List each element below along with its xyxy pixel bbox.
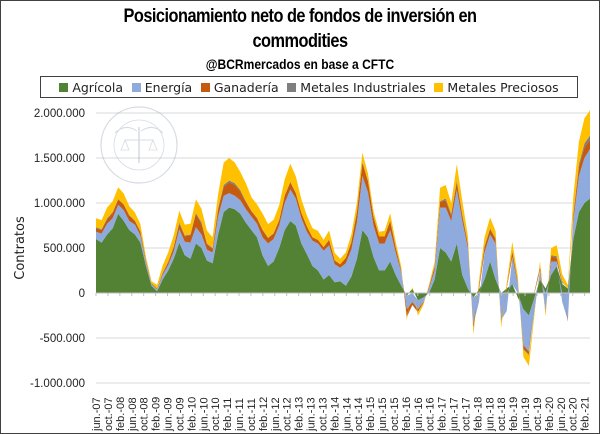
x-tick-label: jun.-08 [127,397,139,432]
x-axis: jun.-07 oct.-07 feb.-08 jun.-08 oct.-08 feb.-… [91,292,592,432]
legend-item-agricola: Agrícola [59,80,123,95]
x-tick-label: jun.-13 [306,397,318,432]
gridlines [96,112,590,384]
x-tick-label: jun.-17 [449,397,461,432]
x-tick-label: jun.-18 [484,397,496,432]
x-tick-label: oct.-10 [210,397,222,431]
x-tick-label: oct.-18 [496,397,508,431]
y-tick-label: 0 [79,288,85,300]
x-tick-label: jun.-14 [341,397,353,432]
x-tick-label: jun.-11 [234,398,246,432]
chart-legend: Agrícola Energía Ganadería Metales Industri… [40,76,578,98]
x-tick-label: feb.-13 [294,397,306,431]
x-tick-label: feb.-18 [472,397,484,431]
legend-item-metales-industriales: Metales Industriales [287,80,426,95]
legend-item-energia: Energía [131,79,193,95]
legend-item-metales-preciosos: Metales Preciosos [434,79,559,95]
legend-swatch [287,82,297,92]
x-tick-label: jun.-16 [413,397,425,432]
area-metales-preciosos [96,110,590,366]
y-tick-label: -1.000.000 [30,378,85,390]
area-agricola [96,198,590,316]
area-metales-industriales [96,135,590,356]
x-tick-label: oct.-08 [139,397,151,431]
legend-label: Energía [144,79,193,95]
legend-swatch [200,82,210,92]
x-tick-label: oct.-12 [282,397,294,431]
x-tick-label: oct.-16 [425,397,437,431]
x-tick-label: jun.-07 [91,397,103,432]
x-tick-label: oct.-13 [317,397,329,431]
x-tick-label: jun.-15 [377,397,389,432]
x-tick-label: oct.-09 [174,397,186,431]
x-tick-label: feb.-11 [222,398,234,431]
x-tick-label: oct.-14 [353,397,365,431]
watermark-logo [100,106,178,184]
x-tick-label: jun.-12 [270,397,282,432]
legend-label: Ganadería [213,79,279,95]
legend-label: Metales Preciosos [447,79,559,95]
y-axis-label: Contratos [13,216,28,280]
watermark-ring-outer [100,106,178,184]
watermark-wings-icon [114,127,164,134]
x-tick-label: oct.-11 [246,398,258,431]
y-tick-label: 1.500.000 [34,153,85,165]
x-tick-label: feb.-19 [508,397,520,431]
x-tick-label: oct.-20 [568,397,580,431]
x-tick-label: oct.-15 [389,397,401,431]
area-energia [96,149,590,352]
x-tick-label: jun.-09 [163,397,175,432]
x-tick-label: jun.-19 [520,397,532,432]
chart-subtitle: @BCRmercados en base a CFTC [205,56,395,72]
legend-label: Metales Industriales [300,79,426,95]
legend-swatch [59,82,69,92]
x-tick-label: oct.-17 [460,397,472,431]
watermark-ring-inner [113,119,165,171]
x-tick-label: feb.-16 [401,397,413,431]
legend-swatch [434,82,444,92]
watermark-scales-icon [120,138,158,151]
legend-label: Agrícola [72,79,124,95]
x-tick-label: oct.-19 [532,397,544,431]
x-tick-label: feb.-21 [580,397,592,431]
x-tick-label: oct.-07 [103,397,115,431]
legend-swatch [131,82,141,92]
y-tick-label: 1.000.000 [34,198,85,210]
y-tick-label: -500.000 [40,333,85,345]
legend-item-ganaderia: Ganadería [200,79,279,95]
x-tick-label: feb.-15 [365,397,377,431]
chart-title-line1: Posicionamiento neto de fondos de invers… [123,6,477,27]
chart-title-line2: commodities [252,31,348,52]
stacked-areas [96,110,590,366]
x-tick-label: feb.-20 [544,397,556,431]
x-tick-label: feb.-10 [186,397,198,431]
y-tick-label: 500.000 [43,243,85,255]
y-tick-label: 2.000.000 [34,108,85,120]
x-tick-label: jun.-20 [556,397,568,432]
x-tick-label: feb.-09 [151,397,163,431]
x-tick-label: feb.-08 [115,397,127,431]
y-axis: 2.000.000 1.500.000 1.000.000 500.000 0 -500.… [30,108,85,390]
x-tick-label: feb.-12 [258,397,270,431]
x-tick-label: feb.-14 [329,397,341,431]
x-tick-label: feb.-17 [437,397,449,431]
x-tick-label: jun.-10 [198,397,210,432]
